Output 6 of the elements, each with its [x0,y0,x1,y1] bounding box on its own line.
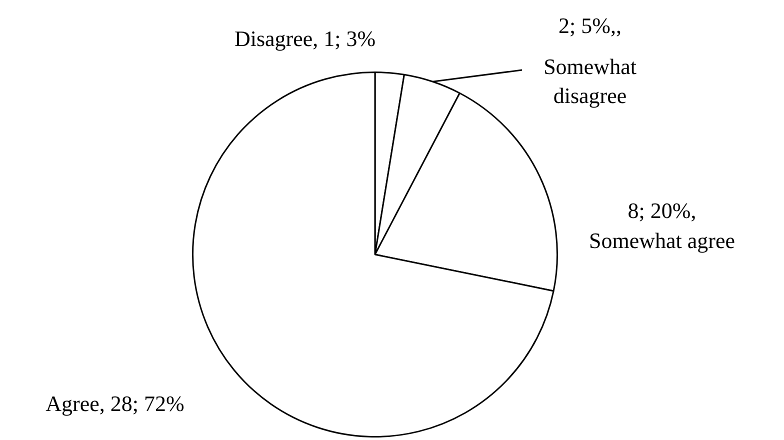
slice-label: Disagree, 1; 3% [234,26,376,51]
data-label: 8; 20%, [628,198,696,223]
slice-label: Somewhat disagree [544,54,636,108]
slice-label: Somewhat agree [589,228,735,253]
slice-label: Agree, 28; 72% [46,390,184,416]
data-label: 2; 5%,, [558,12,622,38]
